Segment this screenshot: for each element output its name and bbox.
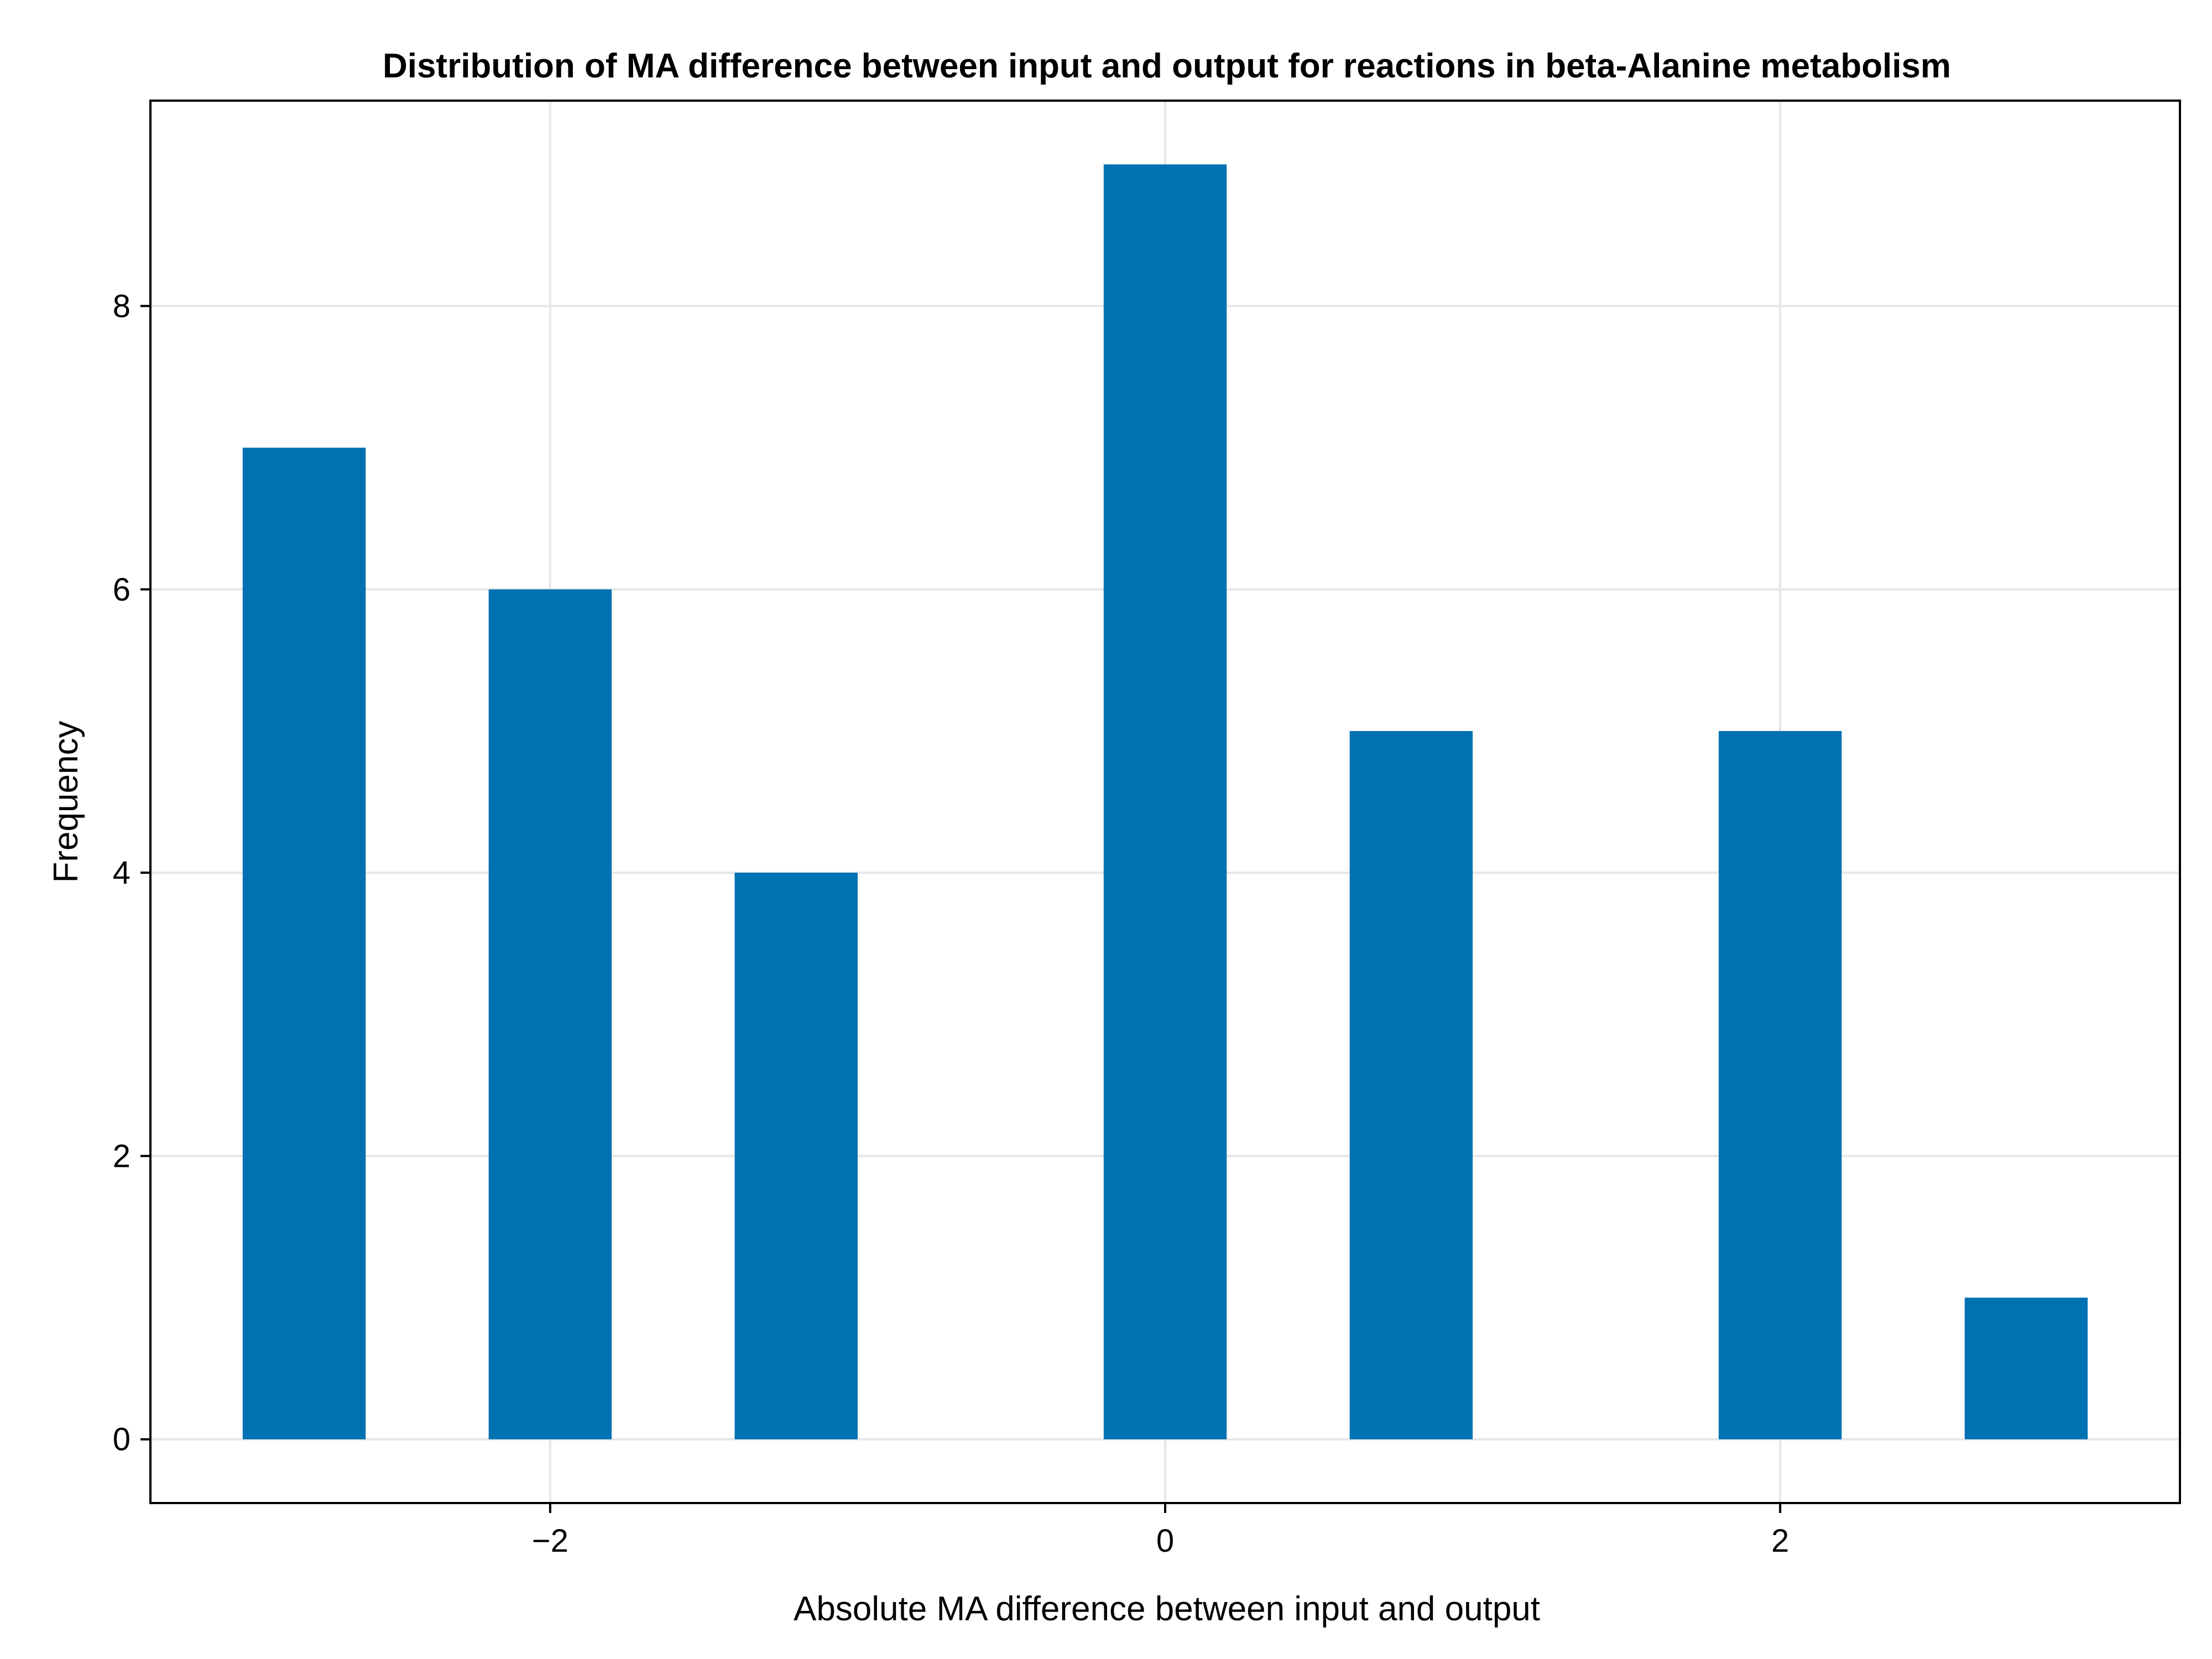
bar-2 xyxy=(734,873,858,1439)
axis-ticks: −2 0 2 0 2 4 6 8 xyxy=(113,288,1790,1559)
x-tick-label-2: 2 xyxy=(1771,1523,1789,1559)
chart-title: Distribution of MA difference between in… xyxy=(383,47,1951,85)
y-axis-label: Frequency xyxy=(47,721,85,883)
y-tick-label-3: 6 xyxy=(113,572,131,608)
bar-0 xyxy=(242,447,366,1439)
bar-6 xyxy=(1964,1297,2088,1439)
x-tick-label-0: −2 xyxy=(532,1523,568,1559)
y-tick-label-1: 2 xyxy=(113,1138,131,1174)
x-tick-label-1: 0 xyxy=(1156,1523,1174,1559)
bar-5 xyxy=(1718,731,1842,1439)
bars xyxy=(242,164,2088,1439)
bar-3 xyxy=(1103,164,1227,1439)
x-axis-label: Absolute MA difference between input and… xyxy=(794,1590,1540,1628)
y-tick-label-0: 0 xyxy=(113,1422,131,1458)
y-tick-label-4: 8 xyxy=(113,288,131,324)
y-tick-label-2: 4 xyxy=(113,855,131,891)
bar-1 xyxy=(488,589,612,1439)
bar-4 xyxy=(1349,731,1473,1439)
